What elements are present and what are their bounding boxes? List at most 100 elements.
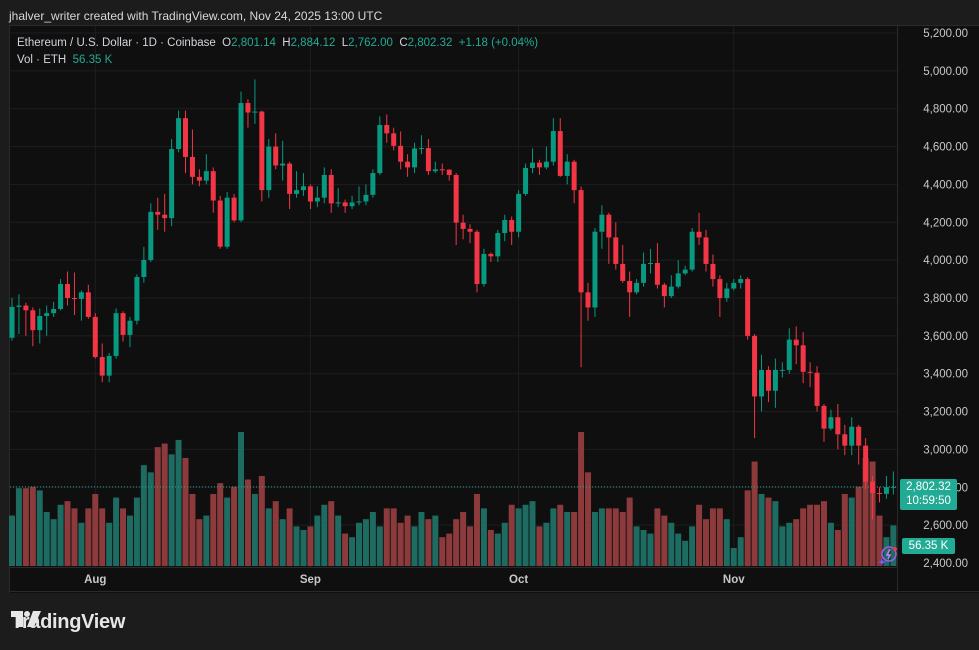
candle-body — [842, 434, 848, 446]
candle-body — [58, 283, 64, 309]
candle-body — [849, 426, 855, 446]
volume-bar — [189, 493, 196, 566]
volume-bar — [182, 457, 189, 566]
volume-bar — [383, 508, 390, 566]
candle-body — [814, 372, 820, 406]
volume-bar — [85, 508, 92, 566]
candle-body — [446, 169, 452, 175]
volume-bar — [293, 526, 300, 566]
candle-body — [793, 339, 799, 346]
candle-body — [675, 273, 681, 287]
volume-bar — [314, 515, 321, 566]
candle-body — [92, 316, 98, 358]
volume-bar — [356, 522, 362, 566]
candle-body — [877, 492, 882, 494]
chart-legend: Ethereum / U.S. Dollar · 1D · Coinbase O… — [17, 35, 538, 69]
volume-bar — [550, 508, 557, 566]
volume-badge: 56.35 K — [902, 538, 955, 554]
volume-bar — [446, 533, 453, 566]
volume-bar — [342, 533, 349, 566]
last-price: 2,802.32 — [906, 481, 951, 493]
open-label: O — [222, 37, 232, 49]
tradingview-logo-icon — [11, 611, 41, 627]
volume-bar — [71, 508, 78, 566]
candle-body — [71, 298, 77, 299]
volume-bar — [480, 508, 487, 566]
time-axis-label: Oct — [509, 574, 528, 586]
volume-bar — [522, 504, 529, 566]
candle-body — [127, 320, 133, 335]
candle-body — [16, 305, 22, 307]
volume-bar — [696, 504, 703, 566]
volume-bar — [557, 504, 564, 566]
candle-body — [550, 131, 556, 162]
candle-body — [363, 194, 369, 202]
candle-body — [453, 174, 459, 223]
volume-bar — [29, 486, 36, 566]
volume-bar — [307, 526, 314, 566]
candle-body — [585, 292, 591, 308]
candle-body — [37, 315, 43, 331]
candle-body — [488, 253, 494, 257]
volume-bar — [411, 526, 418, 566]
candle-body — [668, 286, 674, 297]
candle-body — [439, 169, 445, 171]
candle-body — [85, 292, 91, 317]
candle-body — [134, 276, 140, 321]
volume-bar — [709, 508, 716, 566]
volume-label[interactable]: Vol · ETH — [17, 54, 67, 66]
candle-body — [474, 231, 480, 284]
candle-body — [689, 231, 695, 270]
volume-bar — [647, 533, 654, 566]
candle-body — [210, 171, 216, 201]
volume-bar — [508, 504, 515, 566]
volume-bar — [376, 526, 383, 566]
price-chart[interactable]: 5,200.00 5,000.00 4,800.00 4,600.00 4,400.00… — [0, 0, 979, 600]
candle-body — [731, 282, 737, 289]
candle-body — [738, 279, 744, 283]
volume-bar — [689, 526, 696, 566]
volume-bar — [571, 511, 578, 566]
volume-bar — [716, 508, 723, 566]
candle-body — [821, 405, 827, 429]
assistant-sparkle-icon[interactable] — [878, 545, 898, 565]
symbol-title[interactable]: Ethereum / U.S. Dollar · 1D · Coinbase — [17, 37, 216, 49]
volume-bar — [425, 519, 432, 566]
candle-body — [516, 193, 522, 232]
candle-body — [217, 200, 223, 247]
volume-bar — [57, 504, 64, 566]
volume-bar — [460, 511, 467, 566]
candle-body — [335, 202, 341, 204]
candle-body — [51, 308, 57, 314]
candle-body — [391, 133, 397, 146]
volume-bar — [515, 508, 522, 566]
volume-bar — [703, 519, 709, 566]
volume-bar — [210, 493, 217, 566]
volume-bar — [633, 526, 640, 566]
candle-body — [564, 161, 570, 176]
volume-bar — [203, 515, 210, 566]
price-axis-label: 4,200.00 — [923, 217, 968, 229]
candle-body — [398, 145, 404, 162]
volume-bar — [404, 515, 411, 566]
candle-body — [280, 163, 286, 166]
price-axis-label: 4,800.00 — [923, 104, 968, 116]
candle-body — [543, 161, 549, 168]
candle-body — [370, 173, 376, 195]
candle-body — [405, 161, 411, 168]
close-value: 2,802.32 — [407, 37, 453, 49]
volume-bar — [64, 501, 71, 566]
candle-body — [786, 339, 792, 370]
candle-body — [384, 124, 390, 134]
candle-body — [509, 220, 515, 232]
tradingview-logo[interactable]: TradingView — [11, 611, 125, 634]
volume-bar — [737, 537, 744, 566]
volume-bar — [390, 508, 397, 566]
candle-body — [460, 222, 466, 229]
candle-body — [502, 220, 508, 234]
volume-bar — [335, 515, 342, 566]
volume-bar — [120, 508, 127, 566]
candle-body — [155, 211, 161, 215]
volume-bar — [133, 497, 140, 566]
candle-body — [641, 263, 647, 283]
